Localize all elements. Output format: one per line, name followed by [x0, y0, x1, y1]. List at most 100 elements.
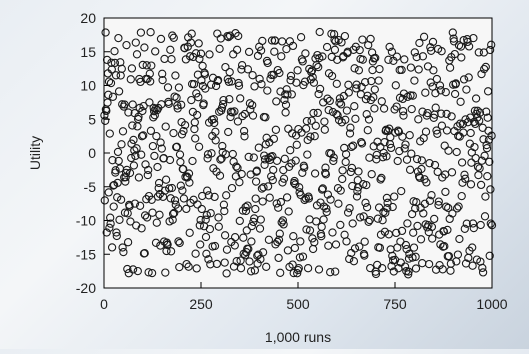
scatter-point — [251, 204, 260, 214]
scatter-point — [307, 67, 316, 77]
scatter-point — [310, 238, 319, 247]
scatter-point — [192, 264, 201, 273]
scatter-point — [193, 200, 202, 209]
scatter-point — [263, 182, 273, 191]
scatter-point — [230, 107, 239, 116]
scatter-point — [277, 218, 286, 227]
scatter-point — [104, 188, 113, 197]
scatter-point — [178, 186, 187, 195]
scatter-point — [192, 110, 202, 120]
y-tick-label: -10 — [76, 213, 96, 229]
scatter-point — [419, 209, 428, 218]
scatter-point — [295, 183, 304, 192]
scatter-point — [378, 264, 387, 273]
scatter-point — [132, 144, 141, 153]
scatter-point — [311, 121, 320, 130]
scatter-point — [364, 115, 374, 124]
scatter-point — [383, 204, 392, 213]
scatter-point — [419, 32, 429, 41]
scatter-point — [190, 118, 199, 127]
scatter-point — [265, 193, 274, 202]
scatter-point — [114, 33, 123, 43]
scatter-point — [249, 217, 258, 227]
scatter-point — [220, 206, 229, 216]
scatter-point — [282, 44, 291, 54]
scatter-point — [257, 80, 266, 89]
scatter-point — [200, 70, 210, 79]
scatter-point — [218, 99, 228, 109]
y-axis-label: Utility — [27, 136, 43, 170]
scatter-point — [186, 38, 196, 47]
scatter-point — [144, 268, 153, 277]
scatter-point — [461, 115, 470, 124]
scatter-point — [345, 129, 355, 138]
scatter-point — [159, 154, 168, 163]
scatter-point — [327, 71, 337, 81]
scatter-point — [371, 53, 380, 63]
scatter-point — [246, 267, 256, 276]
scatter-point — [107, 65, 116, 74]
scatter-point — [431, 103, 440, 112]
x-axis-label: 1,000 runs — [265, 329, 331, 345]
scatter-point — [250, 266, 260, 275]
scatter-point — [481, 192, 490, 201]
scatter-point — [238, 111, 247, 121]
scatter-point — [138, 60, 147, 70]
scatter-point — [486, 219, 495, 228]
scatter-point — [322, 207, 331, 217]
scatter-point — [422, 178, 431, 187]
scatter-point — [446, 259, 456, 268]
scatter-point — [342, 106, 352, 115]
scatter-point — [413, 221, 422, 231]
scatter-point — [320, 117, 329, 126]
scatter-point — [248, 71, 257, 80]
scatter-point — [358, 35, 367, 44]
scatter-point — [314, 62, 323, 72]
scatter-point — [386, 143, 396, 153]
scatter-point — [139, 101, 148, 111]
scatter-point — [182, 259, 191, 269]
scatter-point — [476, 220, 485, 230]
data-points — [100, 27, 497, 279]
scatter-point — [462, 219, 471, 228]
scatter-point — [169, 33, 178, 42]
scatter-point — [138, 106, 147, 116]
scatter-point — [398, 94, 407, 104]
scatter-point — [430, 160, 440, 170]
scatter-point — [213, 76, 223, 85]
scatter-point — [279, 220, 288, 229]
scatter-point — [256, 46, 266, 55]
scatter-point — [272, 199, 281, 208]
scatter-point — [400, 144, 409, 153]
scatter-point — [347, 163, 357, 173]
scatter-point — [206, 260, 215, 269]
scatter-point — [135, 201, 145, 210]
scatter-point — [249, 153, 258, 162]
scatter-point — [173, 204, 183, 213]
scatter-point — [454, 41, 464, 50]
scatter-point — [247, 237, 256, 246]
scatter-point — [118, 127, 128, 136]
scatter-point — [365, 215, 374, 225]
scatter-point — [225, 31, 235, 40]
scatter-point — [232, 257, 241, 266]
scatter-point — [463, 118, 473, 127]
scatter-point — [132, 50, 142, 59]
scatter-point — [454, 202, 463, 211]
scatter-point — [393, 126, 403, 135]
scatter-point — [172, 93, 181, 102]
scatter-point — [410, 76, 419, 85]
scatter-point — [334, 199, 343, 208]
scatter-point — [244, 47, 254, 57]
scatter-point — [165, 184, 174, 193]
scatter-point — [298, 252, 308, 261]
scatter-point — [209, 114, 218, 124]
scatter-point — [214, 222, 223, 231]
scatter-point — [448, 28, 457, 37]
scatter-point — [217, 103, 227, 112]
scatter-point — [225, 67, 234, 77]
scatter-point — [291, 156, 300, 165]
x-tick-label: 0 — [100, 296, 108, 312]
scatter-point — [217, 154, 226, 163]
scatter-point — [196, 240, 205, 249]
